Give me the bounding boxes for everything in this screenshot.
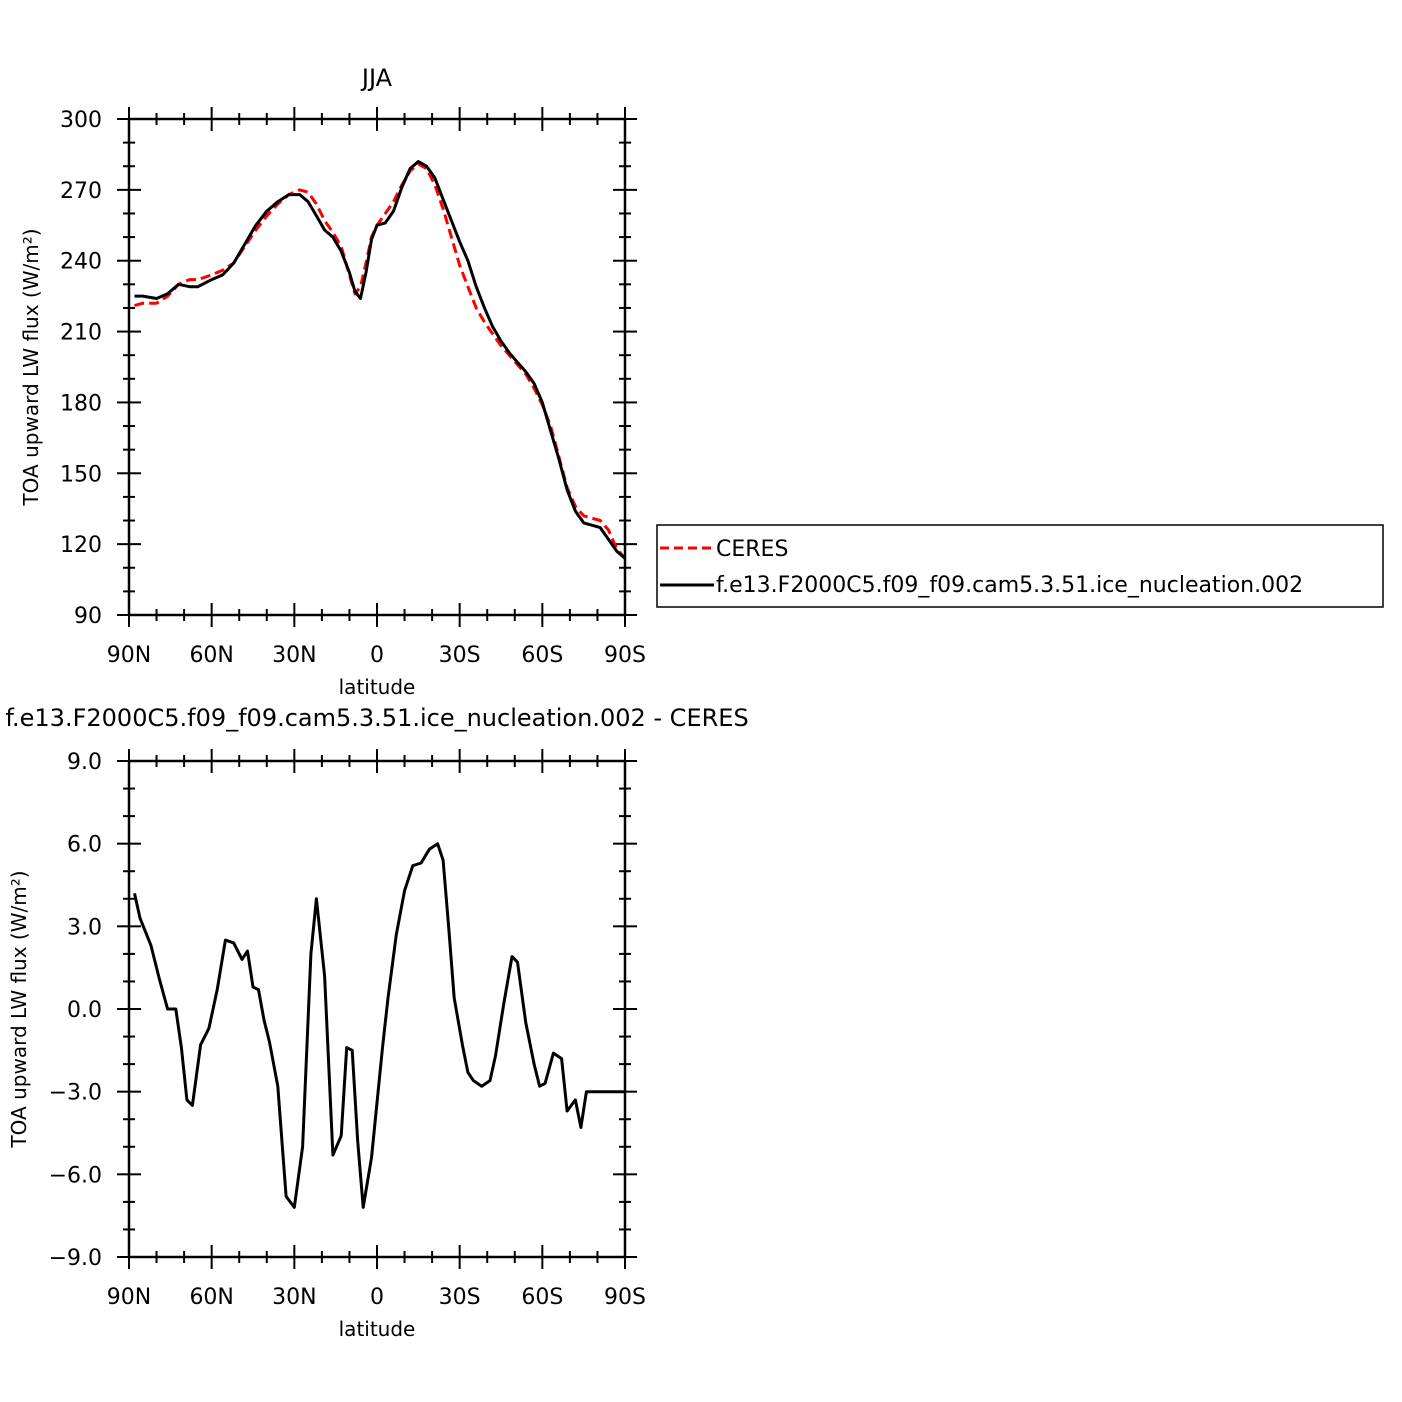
bottom-y-tick-label: −3.0 (49, 1081, 102, 1106)
top-x-tick-label: 30N (272, 643, 316, 668)
bottom-y-tick-label: 3.0 (67, 915, 102, 940)
bottom-plot-frame (127, 759, 627, 1259)
bottom-x-tick-label: 60N (189, 1285, 233, 1310)
top-x-axis-label: latitude (339, 675, 416, 699)
top-y-tick-label: 90 (74, 604, 102, 629)
top-y-tick-label: 150 (60, 462, 102, 487)
top-y-tick-label: 120 (60, 533, 102, 558)
top-series-line-1 (134, 160, 626, 560)
legend-label-model: f.e13.F2000C5.f09_f09.cam5.3.51.ice_nucl… (716, 573, 1303, 598)
bottom-y-tick-label: −6.0 (49, 1163, 102, 1188)
top-x-tick-label: 90S (604, 643, 646, 668)
legend-label-ceres: CERES (716, 537, 788, 562)
bottom-x-axis-label: latitude (339, 1317, 416, 1341)
top-y-tick-label: 180 (60, 391, 102, 416)
bottom-panel: f.e13.F2000C5.f09_f09.cam5.3.51.ice_nucl… (5, 704, 748, 1341)
bottom-axes: 90N 60N 30N 0 30S 60S 90S −9.0 −6.0 −3.0 0.0 3.0 6.0… (49, 749, 646, 1310)
bottom-y-tick-label: 6.0 (67, 833, 102, 858)
top-axes: 90N 60N 30N 0 30S 60S 90S 90 120 150 180 210 240 270 3… (60, 107, 646, 668)
bottom-y-tick-label: −9.0 (49, 1246, 102, 1271)
top-panel-title: JJA (360, 64, 393, 92)
bottom-series (133, 842, 625, 1209)
top-x-tick-label: 30S (439, 643, 481, 668)
bottom-panel-title: f.e13.F2000C5.f09_f09.cam5.3.51.ice_nucl… (5, 704, 748, 732)
top-y-tick-label: 240 (60, 250, 102, 275)
top-plot-frame (127, 117, 627, 617)
top-x-tick-label: 0 (370, 643, 384, 668)
top-panel: JJA 90N 60N 30N 0 30S 60S 90S 90 120 150 180 210 240… (19, 64, 646, 699)
bottom-x-tick-label: 60S (521, 1285, 563, 1310)
bottom-series-line-0 (133, 842, 625, 1209)
legend-box (656, 524, 1384, 608)
bottom-x-tick-label: 30N (272, 1285, 316, 1310)
bottom-x-tick-label: 30S (439, 1285, 481, 1310)
bottom-y-tick-label: 0.0 (67, 998, 102, 1023)
bottom-x-tick-label: 0 (370, 1285, 384, 1310)
bottom-x-tick-label: 90S (604, 1285, 646, 1310)
legend: CERES f.e13.F2000C5.f09_f09.cam5.3.51.ic… (656, 524, 1384, 608)
bottom-x-tick-label: 90N (107, 1285, 151, 1310)
top-x-tick-label: 60S (521, 643, 563, 668)
bottom-y-tick-label: 9.0 (67, 750, 102, 775)
top-series (134, 160, 627, 560)
top-y-tick-label: 210 (60, 321, 102, 346)
top-y-axis-label: TOA upward LW flux (W/m²) (19, 228, 43, 506)
top-y-tick-label: 270 (60, 179, 102, 204)
bottom-y-axis-label: TOA upward LW flux (W/m²) (7, 870, 31, 1148)
top-x-tick-label: 60N (189, 643, 233, 668)
top-y-tick-label: 300 (60, 108, 102, 133)
top-x-tick-label: 90N (107, 643, 151, 668)
